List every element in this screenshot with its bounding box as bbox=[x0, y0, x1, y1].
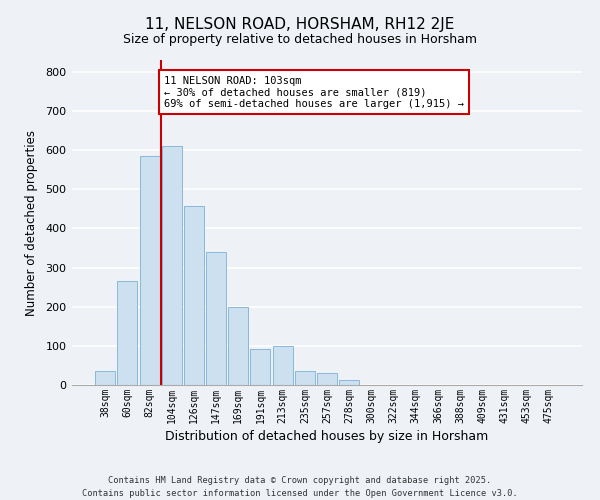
Bar bbox=[339, 380, 359, 385]
Bar bbox=[95, 370, 115, 385]
Bar bbox=[118, 281, 137, 385]
Text: Contains HM Land Registry data © Crown copyright and database right 2025.
Contai: Contains HM Land Registry data © Crown c… bbox=[82, 476, 518, 498]
Bar bbox=[140, 156, 160, 385]
X-axis label: Distribution of detached houses by size in Horsham: Distribution of detached houses by size … bbox=[166, 430, 488, 443]
Bar bbox=[162, 146, 182, 385]
Bar bbox=[206, 252, 226, 385]
Y-axis label: Number of detached properties: Number of detached properties bbox=[25, 130, 38, 316]
Bar bbox=[272, 346, 293, 385]
Bar bbox=[295, 370, 315, 385]
Bar bbox=[228, 306, 248, 385]
Bar bbox=[250, 348, 271, 385]
Bar bbox=[184, 206, 204, 385]
Bar bbox=[317, 374, 337, 385]
Text: 11 NELSON ROAD: 103sqm
← 30% of detached houses are smaller (819)
69% of semi-de: 11 NELSON ROAD: 103sqm ← 30% of detached… bbox=[164, 76, 464, 109]
Text: 11, NELSON ROAD, HORSHAM, RH12 2JE: 11, NELSON ROAD, HORSHAM, RH12 2JE bbox=[145, 18, 455, 32]
Text: Size of property relative to detached houses in Horsham: Size of property relative to detached ho… bbox=[123, 32, 477, 46]
